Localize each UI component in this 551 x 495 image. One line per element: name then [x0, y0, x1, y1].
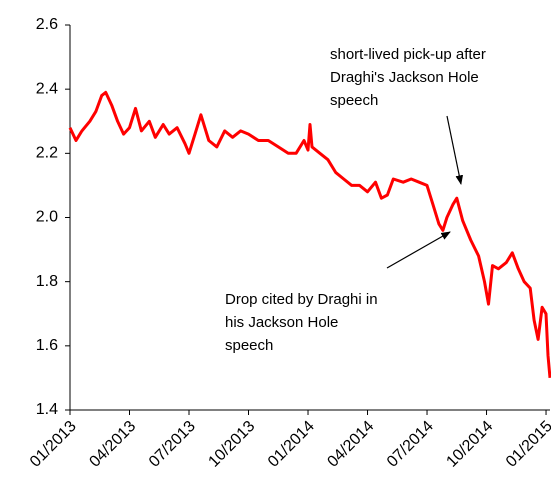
annotation: Draghi's Jackson Hole: [330, 69, 479, 86]
annotation: Drop cited by Draghi in: [225, 291, 378, 308]
annotation: speech: [330, 92, 378, 109]
x-tick-label: 01/2013: [27, 418, 80, 471]
y-tick-label: 2.4: [36, 80, 58, 97]
x-tick-label: 01/2014: [265, 418, 318, 471]
data-line: [68, 90, 551, 379]
x-tick-label: 10/2013: [205, 418, 258, 471]
y-tick-label: 1.6: [36, 337, 58, 354]
arrow: [386, 231, 451, 269]
x-tick-label: 10/2014: [443, 418, 496, 471]
x-tick-label: 07/2014: [384, 418, 437, 471]
arrow: [446, 115, 464, 185]
x-tick-label: 01/2015: [503, 418, 551, 471]
x-tick-label: 07/2013: [146, 418, 199, 471]
x-tick-label: 04/2014: [324, 418, 377, 471]
y-tick-label: 2.2: [36, 145, 58, 162]
annotation: his Jackson Hole: [225, 314, 338, 331]
y-tick-label: 2.6: [36, 16, 58, 33]
x-tick-label: 04/2013: [86, 418, 139, 471]
annotation: speech: [225, 337, 273, 354]
y-tick-label: 1.4: [36, 401, 58, 418]
y-tick-label: 2.0: [36, 209, 58, 226]
y-tick-label: 1.8: [36, 273, 58, 290]
annotation: short-lived pick-up after: [330, 46, 486, 63]
